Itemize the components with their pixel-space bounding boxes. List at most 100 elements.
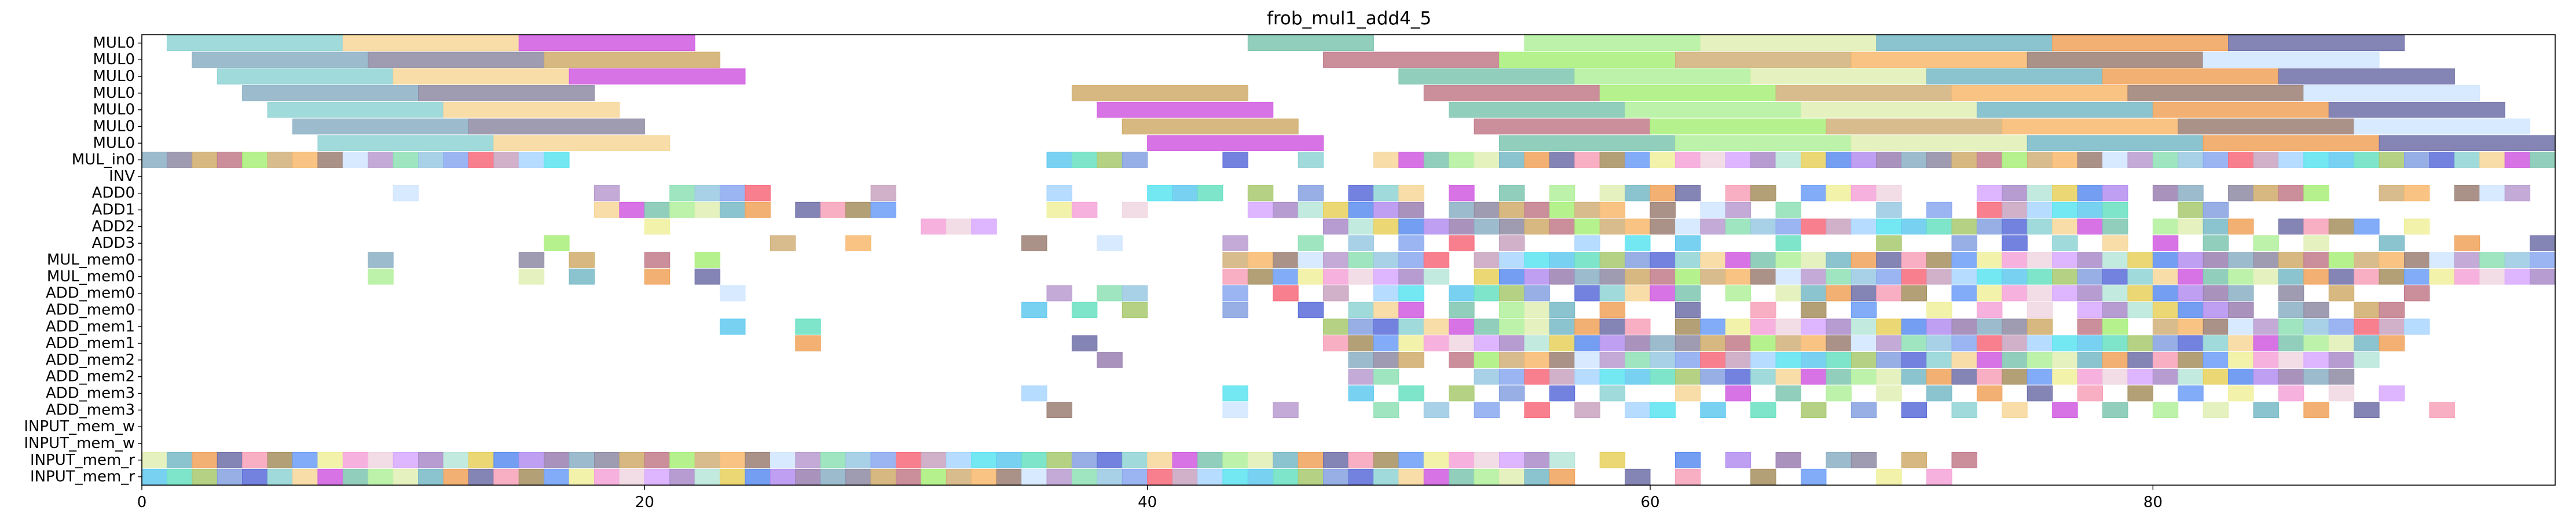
bar-18-21 — [1801, 335, 1827, 351]
bar-2-1 — [393, 68, 570, 85]
bar-7-14 — [493, 152, 519, 168]
bar-26-29 — [870, 468, 897, 485]
y-tick-label-1: MUL0 — [93, 51, 135, 68]
y-tick-label-16: ADD_mem0 — [46, 301, 135, 318]
bar-26-52 — [1449, 468, 1475, 485]
bar-16-11 — [1549, 302, 1575, 318]
bar-21-9 — [1725, 385, 1751, 402]
bar-1-3 — [1323, 52, 1500, 68]
x-tick-label-1: 20 — [635, 494, 654, 511]
bar-22-5 — [1474, 402, 1500, 419]
bar-20-1 — [1373, 368, 1399, 385]
bar-21-6 — [1549, 385, 1575, 402]
bar-15-26 — [1976, 285, 2003, 302]
bar-16-16 — [1851, 302, 1877, 318]
bar-14-21 — [1650, 269, 1676, 285]
bar-14-4 — [694, 269, 721, 285]
bar-9-22 — [1674, 185, 1701, 201]
bar-26-8 — [342, 468, 369, 485]
bar-18-22 — [1826, 335, 1852, 351]
bar-7-67 — [2479, 152, 2505, 168]
bar-17-18 — [1750, 318, 1776, 335]
bar-7-1 — [166, 152, 193, 168]
bar-20-16 — [1826, 368, 1852, 385]
bar-13-36 — [2027, 252, 2053, 268]
bar-4-2 — [1097, 101, 1274, 118]
bar-11-23 — [1801, 218, 1827, 235]
bar-20-35 — [2303, 368, 2329, 385]
bar-10-10 — [870, 201, 897, 218]
bar-12-5 — [1222, 235, 1248, 251]
bar-25-37 — [1071, 452, 1098, 468]
bar-17-0 — [720, 318, 746, 335]
bar-25-8 — [342, 452, 369, 468]
bar-13-5 — [1222, 252, 1248, 268]
bar-13-9 — [1323, 252, 1349, 268]
bar-12-13 — [1674, 235, 1701, 251]
bar-10-39 — [2102, 201, 2128, 218]
bar-5-5 — [1826, 118, 2003, 135]
bar-16-6 — [1373, 302, 1399, 318]
bar-17-15 — [1674, 318, 1701, 335]
bar-19-32 — [2152, 352, 2179, 368]
bar-25-21 — [669, 452, 695, 468]
bar-2-0 — [217, 68, 394, 85]
bar-7-46 — [1951, 152, 1977, 168]
bar-26-35 — [1021, 468, 1047, 485]
bar-12-16 — [1951, 235, 1977, 251]
bar-7-12 — [443, 152, 469, 168]
bar-18-31 — [2052, 335, 2078, 351]
bar-17-3 — [1348, 318, 1374, 335]
bar-25-50 — [1398, 452, 1424, 468]
bar-15-8 — [1398, 285, 1424, 302]
bar-11-25 — [1851, 218, 1877, 235]
bar-16-3 — [1222, 302, 1248, 318]
bar-13-16 — [1524, 252, 1550, 268]
bar-26-53 — [1474, 468, 1500, 485]
bar-17-41 — [2379, 318, 2405, 335]
bar-10-26 — [1574, 201, 1600, 218]
bar-7-5 — [267, 152, 294, 168]
bar-22-6 — [1524, 402, 1550, 419]
bar-7-44 — [1901, 152, 1928, 168]
bar-19-1 — [1348, 352, 1374, 368]
bar-19-20 — [1851, 352, 1877, 368]
bar-18-12 — [1574, 335, 1600, 351]
bar-11-31 — [2002, 218, 2028, 235]
bar-26-10 — [393, 468, 419, 485]
bar-13-46 — [2278, 252, 2304, 268]
bar-14-8 — [1298, 269, 1324, 285]
bar-19-29 — [2077, 352, 2103, 368]
bar-5-4 — [1650, 118, 1827, 135]
bar-18-40 — [2278, 335, 2304, 351]
bar-21-18 — [2178, 385, 2204, 402]
bar-19-8 — [1549, 352, 1575, 368]
bar-7-61 — [2328, 152, 2355, 168]
bar-7-31 — [1574, 152, 1600, 168]
bar-26-36 — [1046, 468, 1072, 485]
bar-10-17 — [1323, 201, 1349, 218]
bar-7-69 — [2530, 152, 2556, 168]
bar-7-17 — [1046, 152, 1072, 168]
bar-20-34 — [2278, 368, 2304, 385]
bar-26-56 — [1549, 468, 1575, 485]
bar-20-28 — [2127, 368, 2153, 385]
chart-title: frob_mul1_add4_5 — [1267, 8, 1431, 29]
bar-16-21 — [2102, 302, 2128, 318]
bar-3-1 — [418, 85, 595, 101]
bar-21-21 — [2328, 385, 2355, 402]
bar-12-9 — [1449, 235, 1475, 251]
bar-16-13 — [1674, 302, 1701, 318]
bar-14-56 — [2530, 269, 2556, 285]
bar-10-31 — [1775, 201, 1801, 218]
bar-18-13 — [1599, 335, 1626, 351]
bar-13-15 — [1499, 252, 1525, 268]
bar-7-0 — [141, 152, 167, 168]
bar-7-51 — [2077, 152, 2103, 168]
bar-2-8 — [2278, 68, 2455, 85]
bar-9-35 — [2152, 185, 2179, 201]
bar-9-26 — [1826, 185, 1852, 201]
bar-14-2 — [569, 269, 595, 285]
bar-14-1 — [518, 269, 545, 285]
